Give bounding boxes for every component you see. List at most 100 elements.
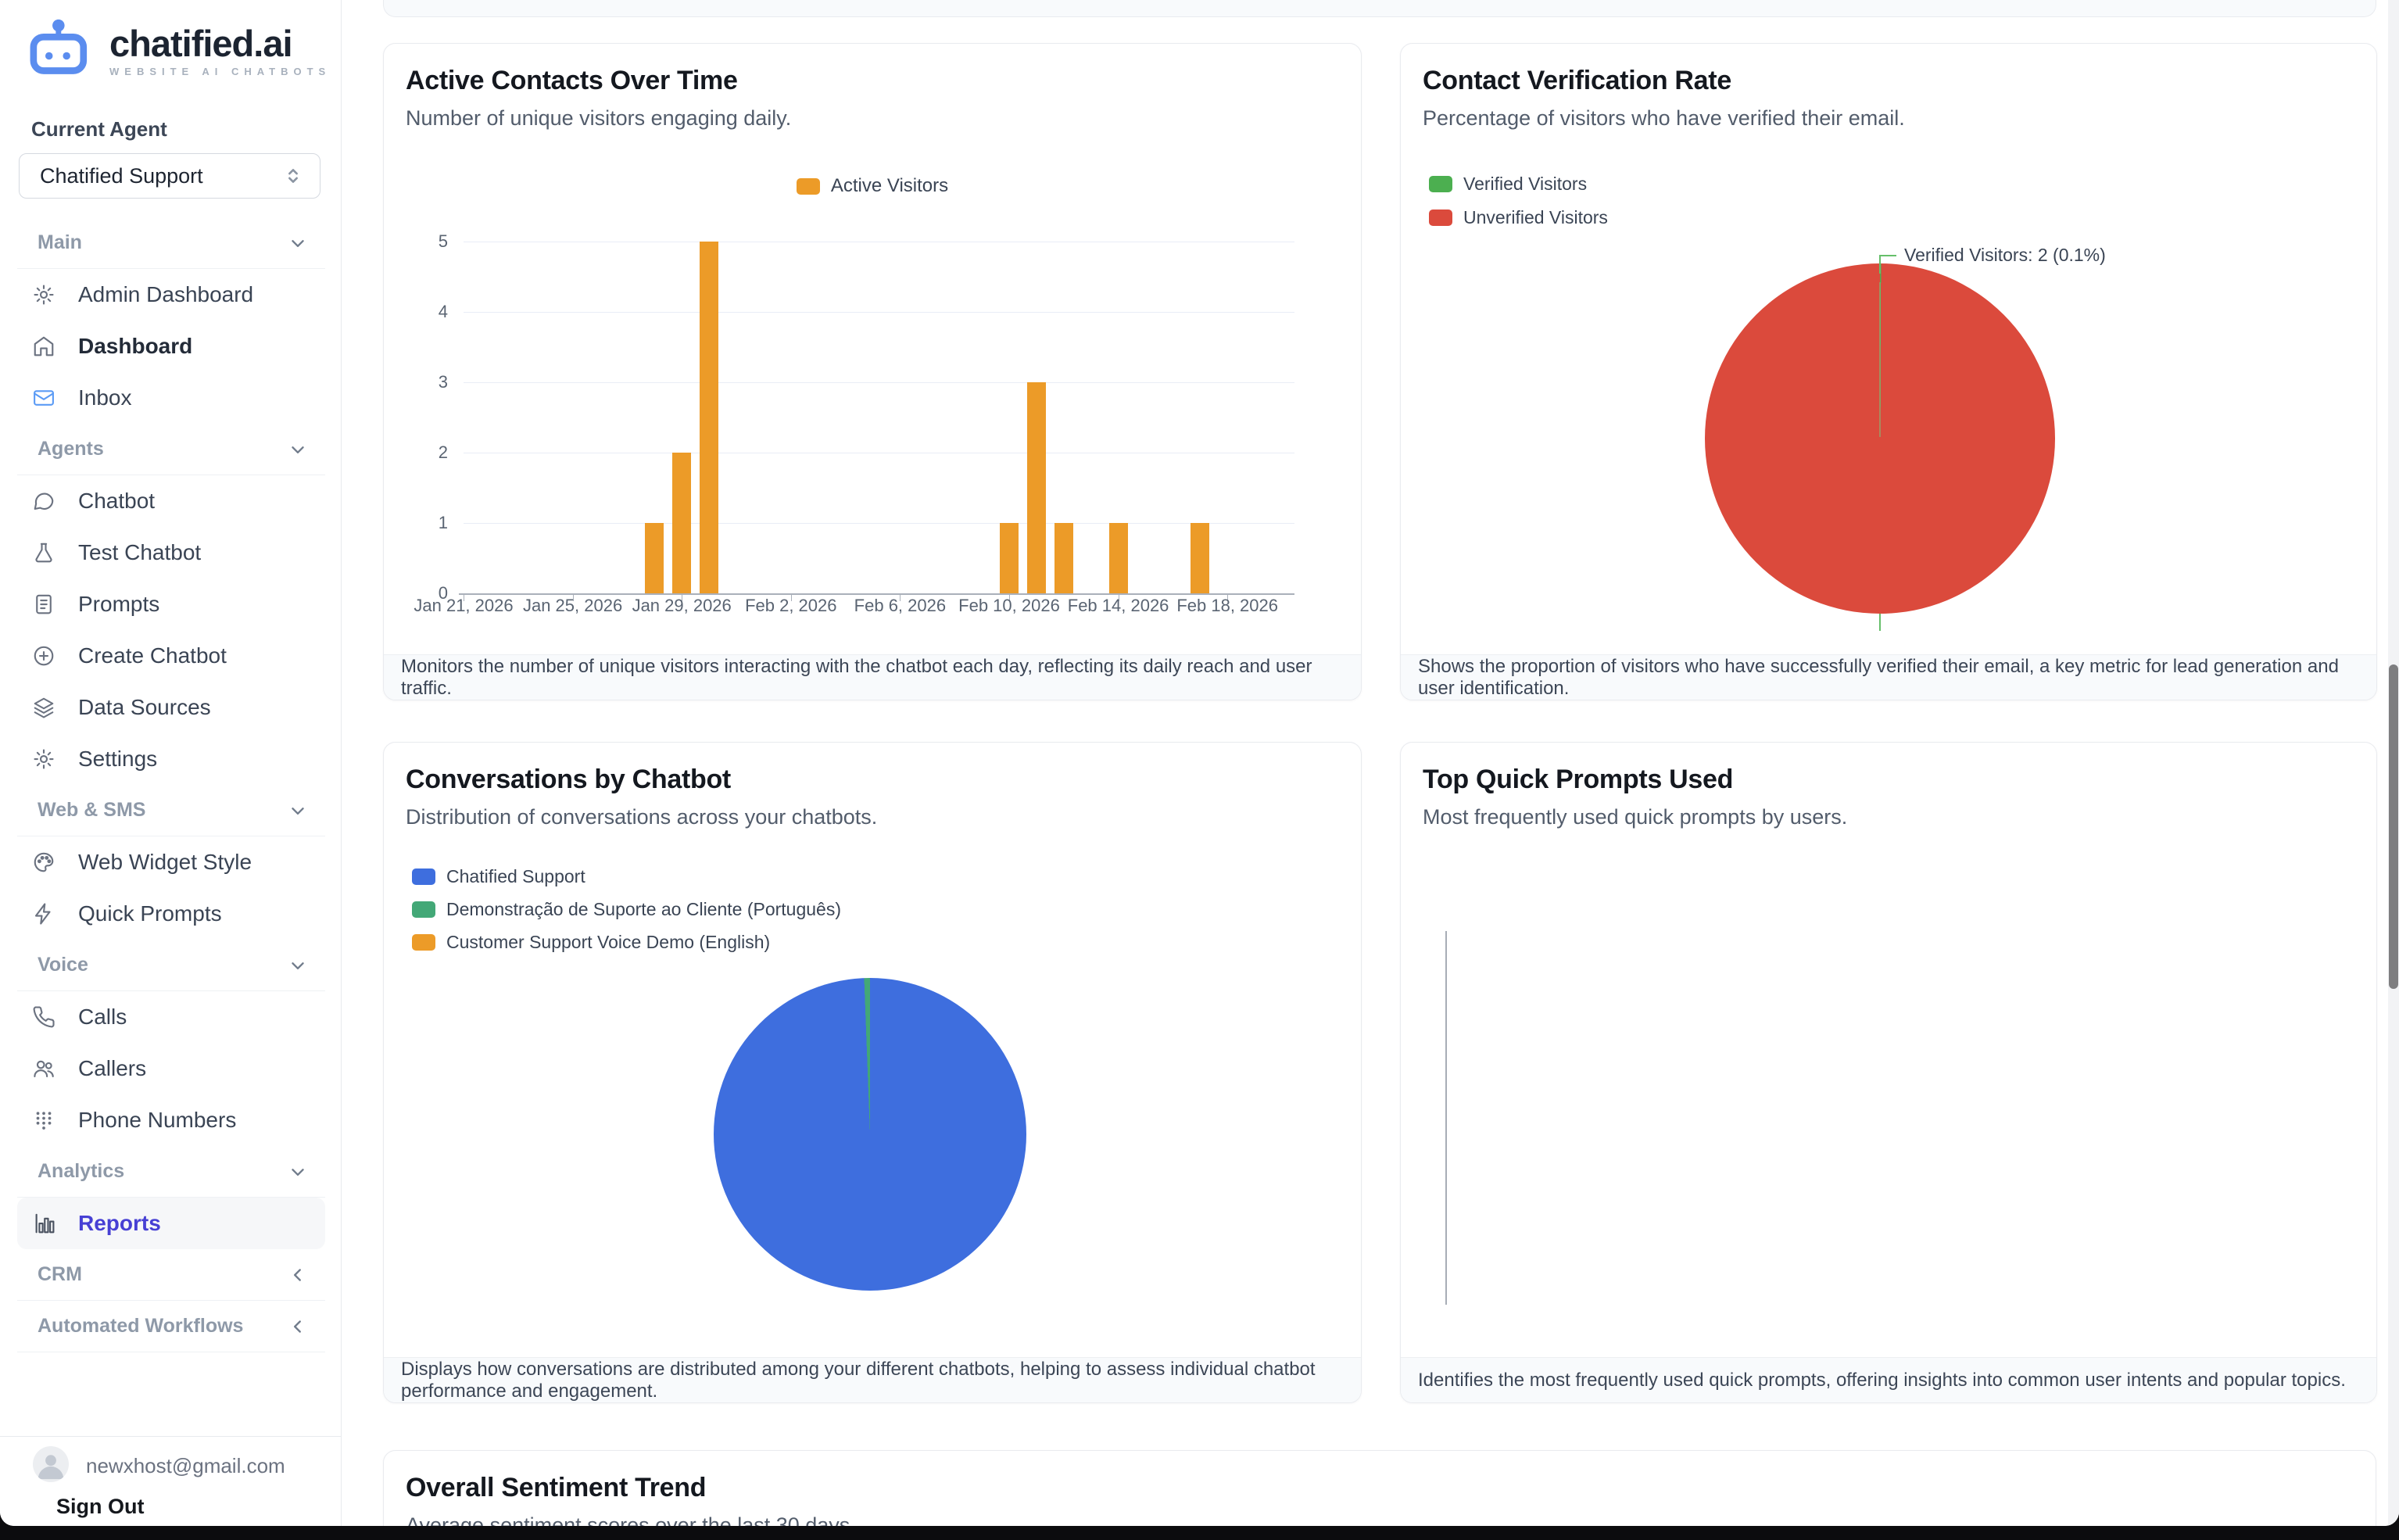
sidebar-item-chatbot[interactable]: Chatbot: [17, 475, 325, 527]
x-axis-label: Feb 18, 2026: [1176, 596, 1279, 615]
legend-label[interactable]: Verified Visitors: [1463, 174, 1588, 194]
bar-active-visitors[interactable]: [645, 523, 664, 593]
sidebar-item-create-chatbot[interactable]: Create Chatbot: [17, 630, 325, 682]
y-axis-label: 3: [438, 372, 448, 392]
bar-active-visitors[interactable]: [1108, 523, 1128, 593]
sidebar-item-callers[interactable]: Callers: [17, 1043, 325, 1094]
section-label: Main: [38, 231, 82, 253]
bar-active-visitors[interactable]: [1026, 382, 1046, 593]
section-label: Agents: [38, 438, 104, 460]
robot-logo-icon: [28, 19, 97, 82]
sidebar-item-inbox[interactable]: Inbox: [17, 372, 325, 424]
card-subtitle: Number of unique visitors engaging daily…: [406, 106, 792, 130]
x-axis-line: [459, 593, 1294, 595]
x-axis-label: Feb 10, 2026: [958, 596, 1060, 615]
document-icon: [31, 592, 56, 617]
scrollbar-thumb[interactable]: [2389, 664, 2398, 989]
plus-circle-icon: [31, 643, 56, 668]
x-axis-tick: [790, 595, 792, 601]
sidebar-item-label: Inbox: [78, 385, 132, 410]
sidebar-item-web-widget-style[interactable]: Web Widget Style: [17, 836, 325, 888]
legend: Verified Visitors Unverified Visitors: [1429, 174, 1608, 228]
sidebar-item-admin-dashboard[interactable]: Admin Dashboard: [17, 269, 325, 321]
sidebar-item-calls[interactable]: Calls: [17, 991, 325, 1043]
card-caption: Identifies the most frequently used quic…: [1401, 1357, 2376, 1402]
phone-icon: [31, 1005, 56, 1030]
sidebar-item-test-chatbot[interactable]: Test Chatbot: [17, 527, 325, 578]
legend-swatch[interactable]: [412, 868, 435, 885]
legend-label[interactable]: Chatified Support: [446, 866, 585, 886]
x-axis-tick: [1227, 595, 1229, 601]
y-axis-label: 4: [438, 302, 448, 321]
dialpad-icon: [31, 1108, 56, 1133]
sidebar-section-analytics[interactable]: Analytics: [17, 1146, 325, 1198]
sidebar-section-crm[interactable]: CRM: [17, 1249, 325, 1301]
sidebar-item-dashboard[interactable]: Dashboard: [17, 321, 325, 372]
sidebar-nav: Main Admin Dashboard Dashboard Inbox Agents C…: [17, 217, 325, 1352]
agent-selector-value: Chatified Support: [40, 163, 203, 188]
bar-active-visitors[interactable]: [700, 242, 719, 593]
card-subtitle: Distribution of conversations across you…: [406, 805, 878, 829]
legend-swatch[interactable]: [1429, 210, 1452, 226]
legend-label[interactable]: Demonstração de Suporte ao Cliente (Port…: [446, 899, 842, 919]
previous-card-bottom-edge: [383, 0, 2376, 17]
bar-active-visitors[interactable]: [1191, 523, 1210, 593]
flask-icon: [31, 540, 56, 565]
sign-out-button[interactable]: Sign Out: [56, 1495, 145, 1518]
sidebar-section-automated-workflows[interactable]: Automated Workflows: [17, 1301, 325, 1352]
bar-active-visitors[interactable]: [1000, 523, 1019, 593]
section-label: Automated Workflows: [38, 1315, 244, 1337]
x-axis-tick: [1009, 595, 1010, 601]
sidebar-section-web-sms[interactable]: Web & SMS: [17, 785, 325, 836]
legend-label[interactable]: Customer Support Voice Demo (English): [446, 932, 771, 952]
card-caption: Displays how conversations are distribut…: [384, 1357, 1361, 1402]
sidebar-item-quick-prompts[interactable]: Quick Prompts: [17, 888, 325, 940]
sidebar-section-voice[interactable]: Voice: [17, 940, 325, 991]
section-label: CRM: [38, 1263, 82, 1285]
slice-edge-tick: [1879, 614, 1881, 631]
user-block: newxhost@gmail.com Sign Out: [0, 1436, 341, 1526]
legend-label[interactable]: Unverified Visitors: [1463, 207, 1608, 227]
card-title: Contact Verification Rate: [1423, 66, 1731, 95]
users-icon: [31, 1056, 56, 1081]
sidebar-section-agents[interactable]: Agents: [17, 424, 325, 475]
legend: Chatified Support Demonstração de Suport…: [412, 866, 841, 953]
conversations-pie-chart[interactable]: [714, 978, 1026, 1291]
annotation-leader-line: [1879, 255, 1881, 274]
section-label: Analytics: [38, 1160, 125, 1182]
sidebar-section-main[interactable]: Main: [17, 217, 325, 269]
x-axis-label: Feb 6, 2026: [854, 596, 947, 615]
current-agent-label: Current Agent: [31, 117, 167, 141]
home-icon: [31, 334, 56, 359]
sidebar-item-phone-numbers[interactable]: Phone Numbers: [17, 1094, 325, 1146]
bar-chart: 0 1 2 3 4 5 Jan 21, 2026 Jan 25, 2026 Jan 29, 20…: [384, 44, 1361, 700]
sidebar-item-data-sources[interactable]: Data Sources: [17, 682, 325, 733]
agent-selector[interactable]: Chatified Support: [19, 153, 320, 199]
x-axis-label: Feb 14, 2026: [1067, 596, 1169, 615]
card-overall-sentiment: Overall Sentiment Trend Average sentimen…: [383, 1450, 2376, 1526]
user-email: newxhost@gmail.com: [86, 1454, 285, 1477]
card-contact-verification: Contact Verification Rate Percentage of …: [1400, 43, 2377, 700]
sidebar-item-reports[interactable]: Reports: [17, 1198, 325, 1249]
legend-label[interactable]: Active Visitors: [830, 175, 949, 196]
card-caption: Monitors the number of unique visitors i…: [384, 654, 1361, 700]
y-axis-label: 1: [438, 513, 448, 532]
legend-swatch[interactable]: [412, 901, 435, 918]
legend-swatch[interactable]: [1429, 176, 1452, 192]
bar-active-visitors[interactable]: [672, 453, 692, 593]
card-subtitle: Percentage of visitors who have verified…: [1423, 106, 1905, 130]
card-top-quick-prompts: Top Quick Prompts Used Most frequently u…: [1400, 742, 2377, 1403]
sidebar-item-prompts[interactable]: Prompts: [17, 578, 325, 630]
legend-swatch[interactable]: [412, 934, 435, 951]
bar-active-visitors[interactable]: [1054, 523, 1073, 593]
gear-icon: [31, 282, 56, 307]
card-caption: Shows the proportion of visitors who hav…: [1401, 654, 2376, 700]
sidebar-item-settings[interactable]: Settings: [17, 733, 325, 785]
legend-swatch[interactable]: [796, 177, 820, 195]
gridline: [464, 312, 1294, 313]
sidebar-item-label: Prompts: [78, 592, 160, 616]
chevron-left-icon: [288, 1316, 308, 1337]
sidebar-item-label: Admin Dashboard: [78, 282, 254, 306]
x-axis-label: Jan 25, 2026: [522, 596, 623, 615]
card-active-contacts: Active Contacts Over Time Number of uniq…: [383, 43, 1362, 700]
